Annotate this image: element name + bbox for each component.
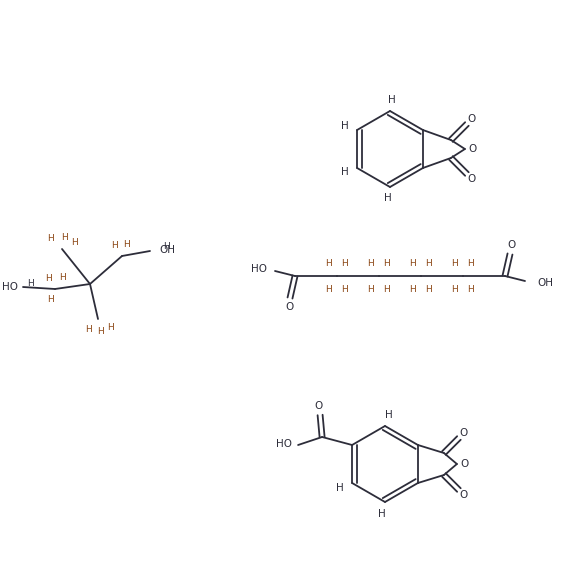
Text: H: H — [98, 328, 104, 336]
Text: HO: HO — [251, 264, 267, 274]
Text: H: H — [384, 258, 390, 267]
Text: H: H — [468, 284, 474, 294]
Text: H: H — [368, 258, 374, 267]
Text: H: H — [384, 284, 390, 294]
Text: H: H — [60, 233, 67, 241]
Text: H: H — [46, 274, 52, 282]
Text: H: H — [388, 95, 396, 105]
Text: O: O — [460, 428, 468, 438]
Text: H: H — [368, 284, 374, 294]
Text: H: H — [341, 167, 349, 177]
Text: H: H — [111, 241, 117, 249]
Text: H: H — [385, 410, 393, 420]
Text: H: H — [85, 324, 91, 333]
Text: O: O — [314, 401, 322, 411]
Text: H: H — [342, 284, 349, 294]
Text: H: H — [70, 237, 77, 246]
Text: H: H — [124, 240, 130, 249]
Text: H: H — [384, 193, 392, 203]
Text: O: O — [507, 240, 515, 250]
Text: OH: OH — [159, 245, 175, 255]
Text: OH: OH — [537, 278, 553, 288]
Text: H: H — [28, 278, 34, 287]
Text: O: O — [285, 302, 293, 312]
Text: H: H — [452, 258, 459, 267]
Text: H: H — [468, 258, 474, 267]
Text: O: O — [468, 114, 476, 124]
Text: H: H — [342, 258, 349, 267]
Text: H: H — [325, 258, 332, 267]
Text: O: O — [468, 174, 476, 184]
Text: H: H — [426, 258, 433, 267]
Text: H: H — [325, 284, 332, 294]
Text: H: H — [341, 121, 349, 131]
Text: O: O — [469, 144, 477, 154]
Text: H: H — [47, 233, 54, 242]
Text: H: H — [59, 273, 65, 282]
Text: O: O — [461, 459, 469, 469]
Text: H: H — [409, 284, 416, 294]
Text: H: H — [108, 323, 114, 332]
Text: H: H — [426, 284, 433, 294]
Text: HO: HO — [276, 439, 292, 449]
Text: H: H — [452, 284, 459, 294]
Text: H: H — [409, 258, 416, 267]
Text: H: H — [164, 241, 170, 250]
Text: HO: HO — [2, 282, 18, 292]
Text: H: H — [336, 483, 344, 493]
Text: H: H — [378, 509, 386, 519]
Text: H: H — [47, 295, 54, 303]
Text: O: O — [460, 490, 468, 500]
